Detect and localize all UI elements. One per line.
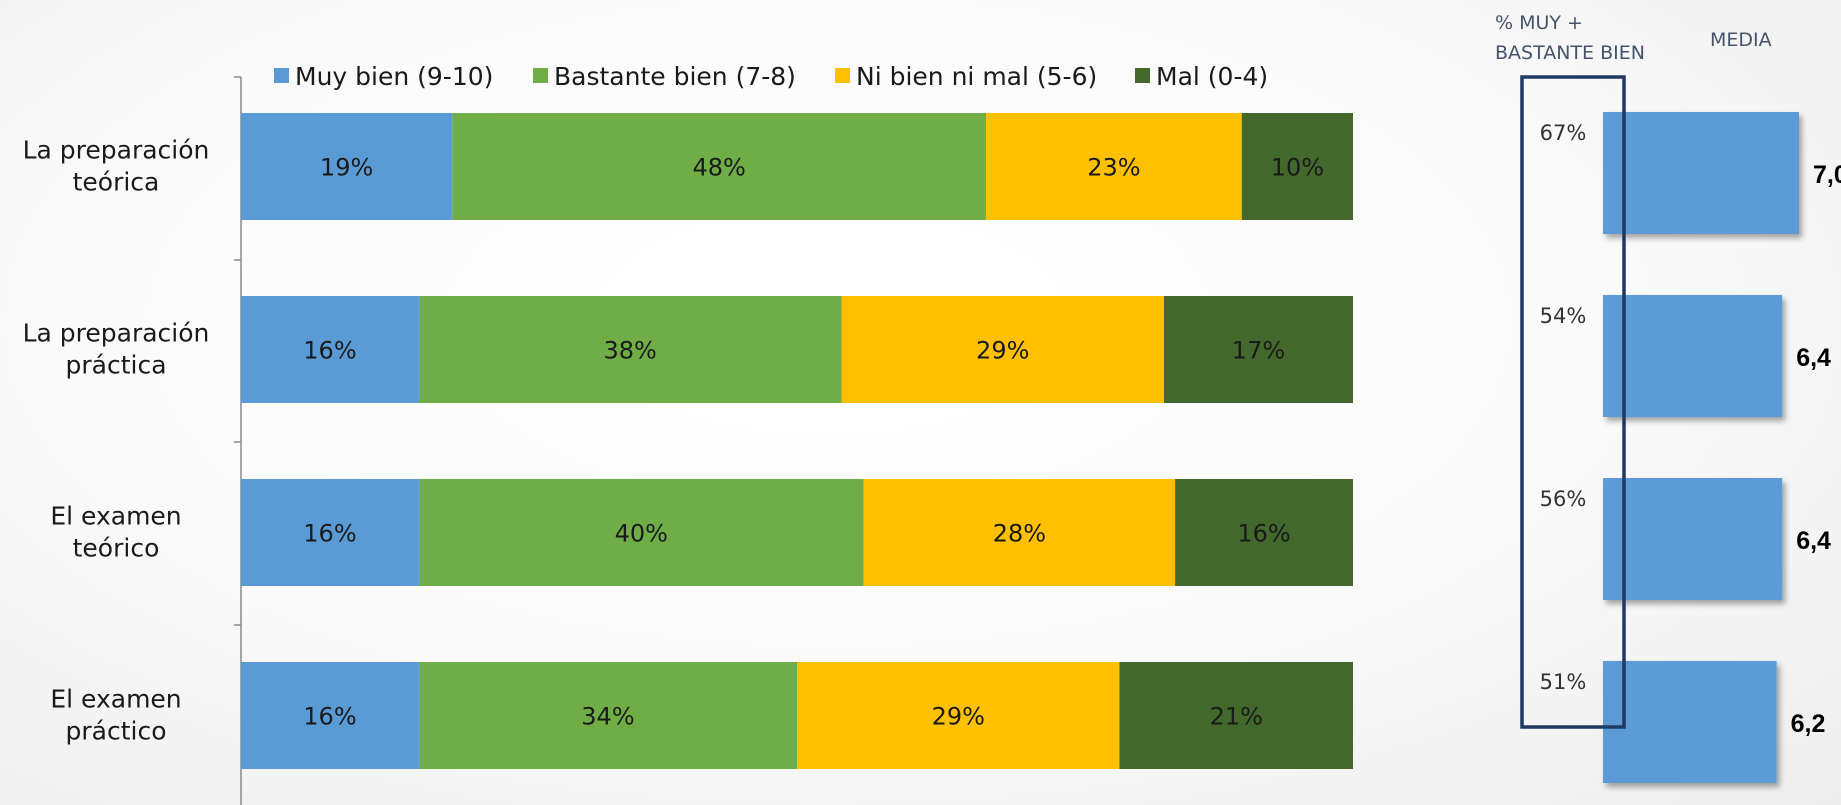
bar-segment: [1119, 662, 1353, 769]
pct-header: % MUY + BASTANTE BIEN: [1495, 12, 1645, 64]
legend-label: Bastante bien (7-8): [554, 62, 796, 91]
legend-swatch: [274, 68, 289, 83]
legend-swatch: [835, 68, 850, 83]
pct-value: 54%: [1540, 304, 1587, 328]
category-label: El examen práctico: [50, 685, 181, 746]
segment-label: 38%: [604, 337, 657, 365]
stacked-bar-chart: 19% 48% 23% 10% 16% 38% 29% 17% 16% 40% 28% 16% 16% 3…: [241, 113, 1353, 769]
bar-segment: [241, 113, 453, 220]
bar-segment: [1241, 113, 1353, 220]
bar-segment: [1175, 479, 1353, 586]
bar-segment: [797, 662, 1120, 769]
segment-label: 10%: [1271, 154, 1324, 182]
segment-label: 16%: [303, 520, 356, 548]
segment-label: 16%: [303, 337, 356, 365]
segment-label: 16%: [1237, 520, 1290, 548]
mean-bar: [1603, 478, 1783, 600]
mean-label: 7,0: [1813, 161, 1841, 189]
bar-segment: [1163, 296, 1353, 403]
legend-label: Ni bien ni mal (5-6): [856, 62, 1097, 91]
segment-label: 16%: [303, 703, 356, 731]
bar-segment: [241, 479, 419, 586]
mean-header: MEDIA: [1710, 29, 1772, 51]
mean-label: 6,2: [1791, 710, 1826, 738]
pct-panel: % MUY + BASTANTE BIEN 67% 54% 56% 51%: [1495, 12, 1645, 729]
segment-label: 48%: [692, 154, 745, 182]
segment-label: 28%: [993, 520, 1046, 548]
pct-value: 56%: [1540, 487, 1587, 511]
pct-value: 51%: [1540, 670, 1587, 694]
segment-label: 19%: [320, 154, 373, 182]
segment-label: 40%: [615, 520, 668, 548]
mean-label: 6,4: [1796, 527, 1831, 555]
legend: Muy bien (9-10) Bastante bien (7-8) Ni bie…: [274, 62, 1268, 91]
pct-highlight-box: [1520, 75, 1626, 729]
bar-segment: [241, 296, 419, 403]
legend-swatch: [1135, 68, 1150, 83]
bar-segment: [452, 113, 987, 220]
mean-label: 6,4: [1796, 344, 1831, 372]
segment-label: 34%: [581, 703, 634, 731]
bar-segment: [986, 113, 1242, 220]
mean-bar: [1603, 112, 1799, 234]
mean-bar: [1603, 295, 1783, 417]
legend-label: Mal (0-4): [1156, 62, 1268, 91]
pct-value: 67%: [1540, 121, 1587, 145]
bar-segment: [863, 479, 1176, 586]
bar-segment: [241, 662, 419, 769]
category-label: La preparación práctica: [23, 319, 210, 380]
category-label: La preparación teórica: [23, 136, 210, 197]
bar-segment: [418, 296, 842, 403]
segment-label: 21%: [1210, 703, 1263, 731]
bar-segment: [418, 479, 864, 586]
bar-segment: [841, 296, 1164, 403]
segment-label: 23%: [1087, 154, 1140, 182]
category-axis: La preparación teórica La preparación práct…: [23, 76, 242, 805]
legend-swatch: [533, 68, 548, 83]
bar-segment: [418, 662, 797, 769]
mean-panel: MEDIA 7,0 6,4 6,4 6,2: [1603, 29, 1841, 783]
segment-label: 17%: [1232, 337, 1285, 365]
category-label: El examen teórico: [50, 502, 181, 563]
mean-bar: [1603, 661, 1777, 783]
legend-label: Muy bien (9-10): [295, 62, 493, 91]
segment-label: 29%: [932, 703, 985, 731]
segment-label: 29%: [976, 337, 1029, 365]
